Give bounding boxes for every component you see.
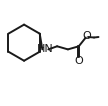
Text: HN: HN <box>37 44 54 54</box>
Text: O: O <box>82 31 91 41</box>
Text: O: O <box>74 56 83 66</box>
